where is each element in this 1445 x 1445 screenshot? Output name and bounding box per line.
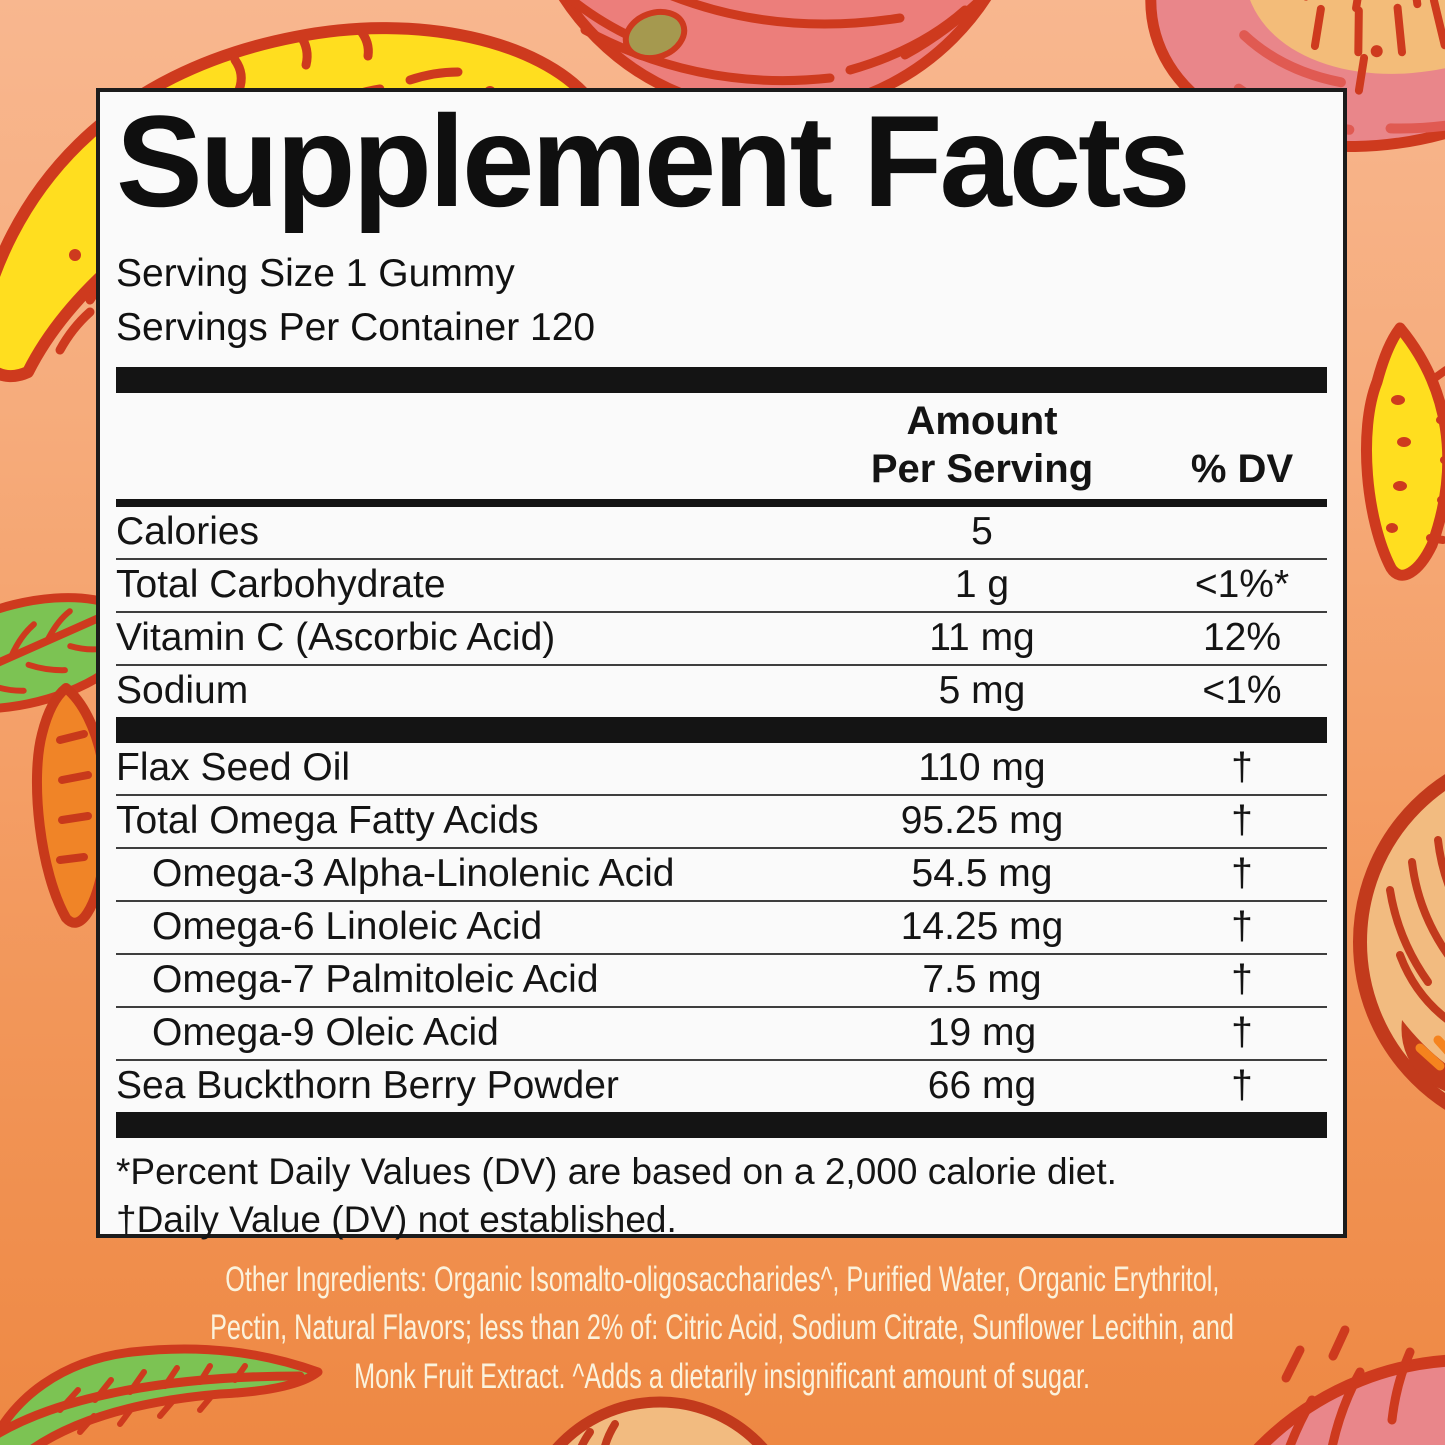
row-dv: † — [1231, 852, 1253, 896]
footnote-percent-dv: *Percent Daily Values (DV) are based on … — [116, 1150, 1117, 1192]
row-amount: 110 mg — [918, 746, 1046, 790]
row-dv: <1% — [1202, 669, 1282, 713]
row-amount: 19 mg — [927, 1011, 1037, 1055]
servings-per-container: Servings Per Container 120 — [116, 306, 596, 349]
supplement-facts-panel: Supplement Facts Serving Size 1 Gummy Se… — [96, 88, 1347, 1240]
row-amount: 1 g — [954, 563, 1010, 607]
row-amount: 14.25 mg — [900, 905, 1064, 949]
table-row: Flax Seed Oil 110 mg † — [116, 743, 1327, 794]
row-dv: † — [1231, 905, 1253, 949]
table-row: Omega-7 Palmitoleic Acid 7.5 mg † — [116, 952, 1327, 1006]
row-name: Calories — [116, 510, 260, 554]
peach-bottom-right-icon — [1253, 1325, 1445, 1445]
table-row: Omega-9 Oleic Acid 19 mg † — [116, 1005, 1327, 1059]
row-name: Omega-3 Alpha-Linolenic Acid — [152, 852, 675, 896]
row-name: Sea Buckthorn Berry Powder — [116, 1064, 619, 1108]
row-amount: 5 mg — [938, 669, 1026, 713]
other-ingredients: Other Ingredients: Organic Isomalto-olig… — [0, 1256, 1445, 1401]
column-header-dv: % DV — [1190, 446, 1294, 491]
table-row: Omega-6 Linoleic Acid 14.25 mg † — [116, 899, 1327, 953]
table-row: Vitamin C (Ascorbic Acid) 11 mg 12% — [116, 610, 1327, 664]
ingredient-rows: Flax Seed Oil 110 mg † Total Omega Fatty Ac… — [116, 743, 1327, 1112]
row-dv: 12% — [1202, 616, 1282, 660]
nutrient-rows: Calories 5 Total Carbohydrate 1 g <1%* Vitami… — [116, 507, 1327, 717]
table-row: Total Omega Fatty Acids 95.25 mg † — [116, 793, 1327, 847]
table-header: Amount Per Serving % DV — [116, 393, 1327, 499]
row-name: Vitamin C (Ascorbic Acid) — [116, 616, 556, 660]
row-amount: 54.5 mg — [911, 852, 1053, 896]
row-name: Omega-6 Linoleic Acid — [152, 905, 543, 949]
row-dv: † — [1231, 1064, 1253, 1108]
row-amount: 66 mg — [927, 1064, 1037, 1108]
row-amount: 5 — [971, 510, 993, 554]
row-name: Sodium — [116, 669, 249, 713]
row-amount: 95.25 mg — [900, 799, 1064, 843]
table-row: Omega-3 Alpha-Linolenic Acid 54.5 mg † — [116, 846, 1327, 900]
amount-header-line2: Per Serving — [870, 446, 1094, 491]
table-row: Total Carbohydrate 1 g <1%* — [116, 557, 1327, 611]
other-ingredients-line: Monk Fruit Extract. ^Adds a dietarily in… — [354, 1356, 1091, 1396]
divider-bar-header — [116, 498, 1327, 507]
panel-title: Supplement Facts — [116, 88, 1191, 234]
row-name: Total Omega Fatty Acids — [116, 799, 539, 843]
peach-right-lower-icon — [1353, 774, 1445, 1110]
leaf-bottom-left-icon — [0, 1344, 323, 1445]
row-name: Omega-7 Palmitoleic Acid — [152, 958, 599, 1002]
row-dv: † — [1231, 1011, 1253, 1055]
row-name: Total Carbohydrate — [116, 563, 446, 607]
row-dv: <1%* — [1194, 563, 1290, 607]
row-dv: † — [1231, 746, 1253, 790]
divider-bar-top — [116, 366, 1327, 393]
table-row: Sodium 5 mg <1% — [116, 663, 1327, 717]
serving-size: Serving Size 1 Gummy — [116, 252, 515, 296]
table-row: Calories 5 — [116, 507, 1327, 558]
row-dv: † — [1231, 799, 1253, 843]
other-ingredients-line: Pectin, Natural Flavors; less than 2% of… — [210, 1308, 1235, 1348]
row-name: Omega-9 Oleic Acid — [152, 1011, 499, 1055]
other-ingredients-line: Other Ingredients: Organic Isomalto-olig… — [225, 1260, 1220, 1299]
row-amount: 7.5 mg — [922, 958, 1042, 1002]
column-header-amount: Amount Per Serving — [807, 397, 1157, 493]
mango-slice-right-icon — [1361, 322, 1445, 581]
row-dv: † — [1231, 958, 1253, 1002]
footnote-dagger: †Daily Value (DV) not established. — [116, 1198, 677, 1240]
table-row: Sea Buckthorn Berry Powder 66 mg † — [116, 1058, 1327, 1112]
divider-bar-bottom — [116, 1111, 1327, 1138]
amount-header-line1: Amount — [906, 398, 1058, 443]
footnotes: *Percent Daily Values (DV) are based on … — [116, 1138, 1327, 1244]
peach-bottom-center-icon — [552, 1396, 768, 1445]
divider-bar-middle — [116, 716, 1327, 743]
row-amount: 11 mg — [929, 616, 1035, 660]
row-name: Flax Seed Oil — [116, 746, 351, 790]
